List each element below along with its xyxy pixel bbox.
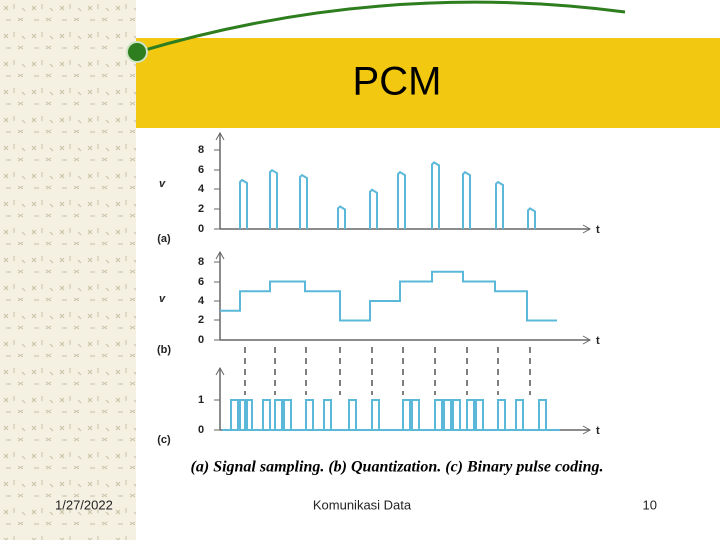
code-pulse [230,399,239,430]
tick-label: 0 [198,334,204,346]
y-arrow [215,131,225,141]
x-arrow [582,425,592,435]
tick-label: 6 [198,276,204,288]
sample-pulse [527,207,536,229]
sample-pulse [269,168,278,229]
title-band [136,38,720,128]
tick-label: 1 [198,394,204,406]
code-pulse [452,399,461,430]
tick-label: 6 [198,164,204,176]
code-pulse [274,399,283,430]
code-pulse [475,399,484,430]
sample-pulse [239,178,248,229]
y-arrow [215,250,225,260]
sample-pulse [495,180,504,229]
tick-label: 8 [198,144,204,156]
code-pulse [443,399,452,430]
code-pulse [283,399,292,430]
footer-center: Komunikasi Data [313,497,412,512]
time-label: t [596,224,600,236]
figure-caption: (a) Signal sampling. (b) Quantization. (… [191,459,604,476]
sample-pulse [369,188,378,229]
sample-pulse [397,170,406,229]
page-number: 10 [643,497,657,512]
time-label: t [596,425,600,437]
tick-label: 0 [198,424,204,436]
code-pulse [323,399,332,430]
decor-curve [137,0,626,54]
code-pulse [497,399,506,430]
code-pulse [244,399,253,430]
tick-label: 4 [198,183,205,195]
tick-label: 2 [198,314,204,326]
axis-label: v [159,178,166,190]
code-pulse [348,399,357,430]
quantized-signal [220,270,557,322]
code-pulse [515,399,524,430]
code-pulse [538,399,547,430]
panel-label: (c) [157,434,171,446]
side-pattern [0,0,136,540]
code-pulse [466,399,475,430]
code-pulse [305,399,314,430]
y-arrow [215,366,225,376]
time-label: t [596,335,600,347]
panel-label: (b) [157,344,171,356]
sample-pulse [431,161,440,229]
tick-label: 2 [198,203,204,215]
decor-knob [126,41,148,63]
code-pulse [371,399,380,430]
code-pulse [262,399,271,430]
x-arrow [582,335,592,345]
sample-pulse [337,205,346,229]
footer-date: 1/27/2022 [55,497,113,512]
sample-pulse [462,170,471,229]
code-pulse [434,399,443,430]
code-pulse [402,399,411,430]
tick-label: 8 [198,256,204,268]
x-arrow [582,224,592,234]
sample-pulse [299,173,308,229]
code-pulse [411,399,420,430]
panel-label: (a) [157,233,171,245]
slide-title: PCM [353,60,442,104]
axis-label: v [159,293,166,305]
pcm-figure: t 8 6 4 2 0 (a) v t 8 6 4 2 0 (b) v t 1 0 (c) [157,131,600,446]
tick-label: 0 [198,223,204,235]
code-pulse [239,399,248,430]
tick-label: 4 [198,295,205,307]
